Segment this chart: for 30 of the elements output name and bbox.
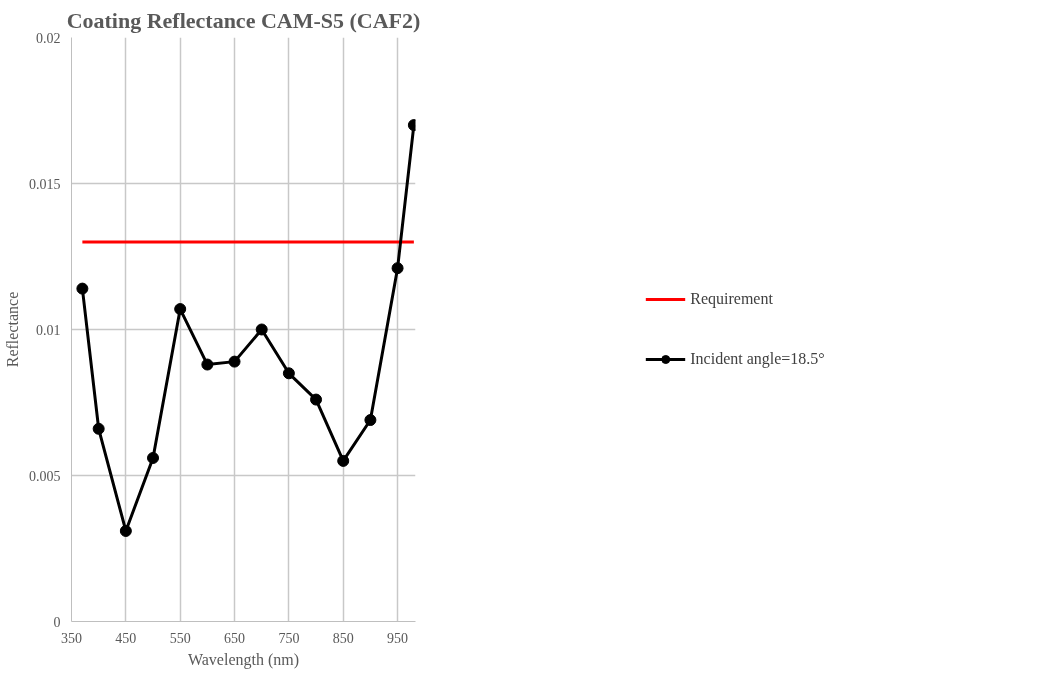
point — [92, 422, 105, 435]
y-tick-label: 0.005 — [29, 468, 61, 484]
point — [364, 414, 377, 427]
point — [391, 262, 404, 275]
chart-title: Coating Reflectance CAM-S5 (CAF2) — [66, 7, 421, 33]
x-tick-label: 950 — [387, 630, 409, 646]
legend-label: Incident angle=18.5° — [690, 350, 825, 368]
point — [147, 451, 160, 464]
y-tick-label: 0.01 — [36, 322, 61, 338]
x-tick-label: 850 — [332, 630, 354, 646]
y-tick-label: 0.015 — [29, 176, 61, 192]
y-axis-title: Reflectance — [4, 291, 21, 368]
point — [201, 358, 214, 371]
y-tick-label: 0.02 — [36, 30, 61, 46]
point — [228, 355, 241, 368]
point — [310, 393, 323, 406]
legend-label: Requirement — [690, 290, 773, 308]
x-tick-label: 650 — [224, 630, 246, 646]
point — [282, 367, 295, 380]
x-tick-label: 450 — [115, 630, 137, 646]
x-axis-title: Wavelength (nm) — [187, 650, 300, 669]
point — [337, 454, 350, 467]
y-tick-label: 0 — [53, 614, 61, 630]
point — [174, 303, 187, 316]
point — [76, 282, 89, 295]
x-tick-label: 550 — [169, 630, 191, 646]
point — [255, 323, 268, 336]
x-tick-label: 750 — [278, 630, 300, 646]
point — [119, 524, 132, 537]
x-tick-label: 350 — [61, 630, 82, 646]
